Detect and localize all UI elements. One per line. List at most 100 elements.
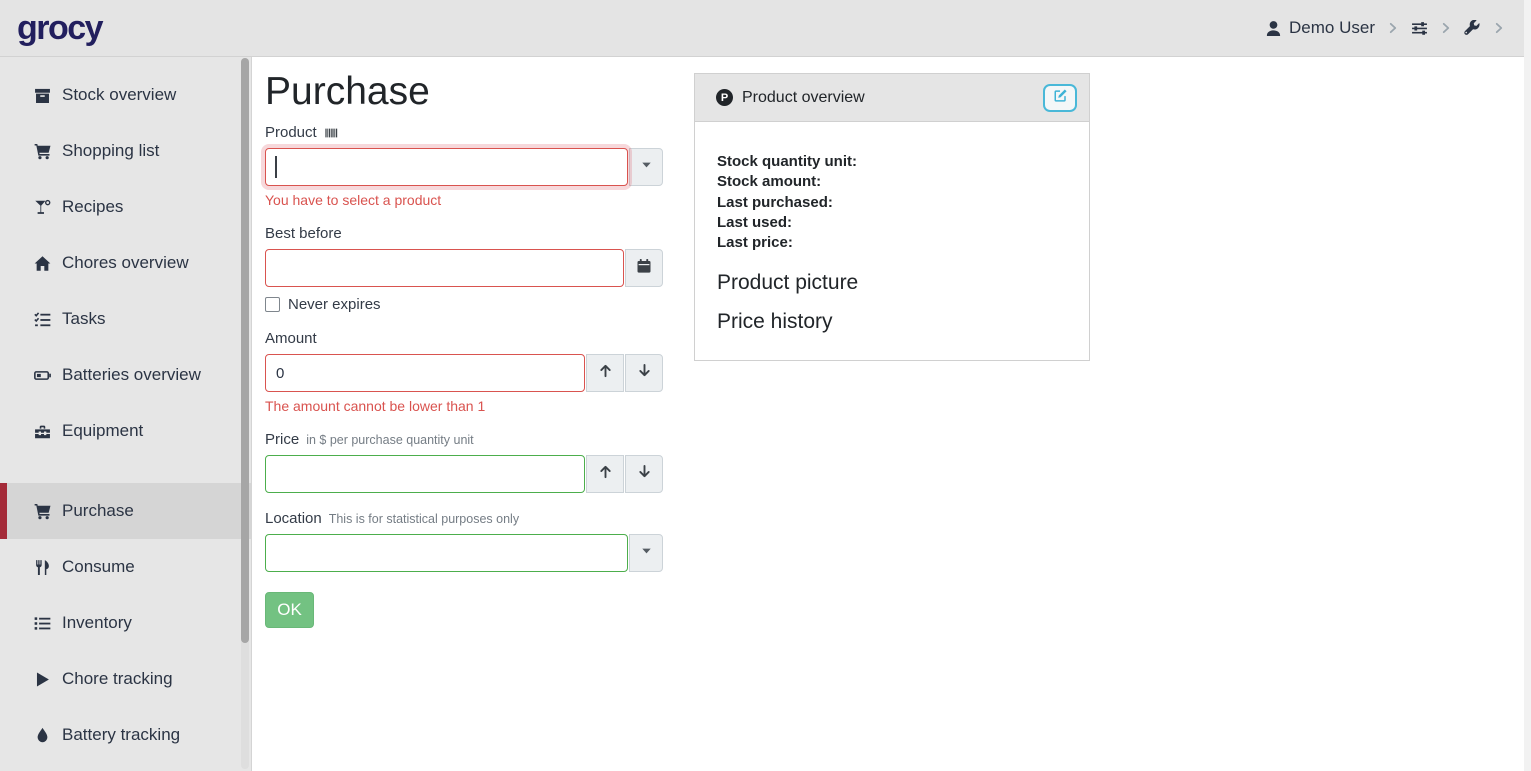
location-group: Location This is for statistical purpose… — [265, 510, 663, 572]
sidebar-item-batteries-overview[interactable]: Batteries overview — [0, 347, 251, 403]
sidebar-item-consume[interactable]: Consume — [0, 539, 251, 595]
amount-label: Amount — [265, 330, 317, 347]
chevron-right-icon — [1493, 21, 1505, 35]
sidebar-item-equipment[interactable]: Equipment — [0, 403, 251, 459]
sidebar-item-label: Consume — [62, 557, 135, 576]
product-label-row: Product — [265, 124, 663, 141]
product-label: Product — [265, 124, 317, 141]
stock-quantity-unit-label: Stock quantity unit: — [717, 153, 857, 170]
list-icon — [33, 615, 52, 632]
grocy-logo[interactable]: grocy — [17, 8, 104, 47]
best-before-group: Best before Never expires — [265, 225, 663, 313]
product-circle-icon: P — [716, 89, 733, 106]
last-used-label: Last used: — [717, 213, 793, 231]
utensils-icon — [33, 559, 52, 576]
product-picture-heading: Product picture — [717, 271, 859, 295]
sidebar-item-inventory[interactable]: Inventory — [0, 595, 251, 651]
user-menu[interactable]: Demo User — [1265, 18, 1375, 38]
best-before-label: Best before — [265, 225, 342, 242]
location-label: Location — [265, 510, 322, 527]
location-dropdown-button[interactable] — [629, 534, 663, 572]
price-decrement-button[interactable] — [625, 455, 663, 493]
sidebar-item-purchase[interactable]: Purchase — [0, 483, 251, 539]
price-hint: in $ per purchase quantity unit — [306, 433, 474, 447]
sidebar-item-label: Recipes — [62, 197, 124, 216]
main-content: Purchase Product You have — [253, 57, 1531, 771]
never-expires-label: Never expires — [288, 296, 381, 313]
never-expires-row: Never expires — [265, 296, 663, 313]
price-label: Price — [265, 431, 300, 448]
sidebar-item-label: Tasks — [62, 309, 106, 328]
arrow-up-icon — [598, 464, 613, 484]
product-overview-panel: P Product overview Stock quantity unit: … — [694, 73, 1090, 361]
cocktail-icon — [33, 199, 52, 216]
sidebar-item-tasks[interactable]: Tasks — [0, 291, 251, 347]
arrow-up-icon — [598, 363, 613, 383]
battery-icon — [33, 367, 52, 384]
text-cursor — [275, 156, 277, 178]
sidebar-item-stock-overview[interactable]: Stock overview — [0, 67, 251, 123]
purchase-form: Purchase Product You have — [265, 57, 663, 628]
user-name-label: Demo User — [1289, 18, 1375, 37]
tasks-icon — [33, 311, 52, 328]
sidebar-item-label: Shopping list — [62, 141, 160, 160]
shopping-cart-icon — [33, 143, 52, 160]
price-increment-button[interactable] — [586, 455, 624, 493]
sidebar-item-shopping-list[interactable]: Shopping list — [0, 123, 251, 179]
never-expires-checkbox[interactable] — [265, 297, 280, 312]
arrow-down-icon — [637, 363, 652, 383]
price-input[interactable] — [265, 455, 585, 493]
page-scrollbar-track — [1524, 0, 1531, 771]
sidebar-item-battery-tracking[interactable]: Battery tracking — [0, 707, 251, 763]
sidebar-item-chores-overview[interactable]: Chores overview — [0, 235, 251, 291]
home-icon — [33, 255, 52, 272]
caret-down-icon — [639, 543, 654, 563]
play-icon — [33, 671, 52, 688]
last-price-label: Last price: — [717, 234, 793, 252]
amount-group: Amount The amount cannot be lower than 1 — [265, 330, 663, 414]
product-error-text: You have to select a product — [265, 192, 442, 208]
shopping-cart-icon — [33, 503, 52, 520]
droplet-icon — [33, 727, 52, 744]
ok-button[interactable]: OK — [265, 592, 314, 628]
date-picker-button[interactable] — [625, 249, 663, 287]
chevron-right-icon — [1440, 21, 1452, 35]
box-icon — [33, 87, 52, 104]
sidebar-item-chore-tracking[interactable]: Chore tracking — [0, 651, 251, 707]
amount-decrement-button[interactable] — [625, 354, 663, 392]
sidebar-item-label: Battery tracking — [62, 725, 181, 744]
amount-input[interactable] — [265, 354, 585, 392]
chevron-right-icon — [1387, 21, 1399, 35]
sidebar-item-label: Chore tracking — [62, 669, 173, 688]
location-hint: This is for statistical purposes only — [328, 512, 520, 526]
sliders-icon — [1411, 20, 1428, 37]
settings-menu[interactable] — [1411, 20, 1428, 37]
location-select[interactable] — [265, 534, 628, 572]
pen-square-icon — [1053, 88, 1068, 108]
price-group: Price in $ per purchase quantity unit — [265, 431, 663, 493]
calendar-icon — [636, 258, 652, 279]
product-overview-body: Stock quantity unit: Stock amount: Last … — [695, 122, 1089, 334]
sidebar-item-label: Batteries overview — [62, 365, 201, 384]
amount-increment-button[interactable] — [586, 354, 624, 392]
sidebar-item-recipes[interactable]: Recipes — [0, 179, 251, 235]
page-title: Purchase — [265, 70, 430, 113]
sidebar-item-label: Equipment — [62, 421, 144, 440]
best-before-input[interactable] — [265, 249, 624, 287]
admin-menu[interactable] — [1464, 19, 1481, 37]
edit-product-button[interactable] — [1043, 83, 1077, 112]
last-purchased-label: Last purchased: — [717, 193, 833, 211]
caret-down-icon — [639, 157, 654, 177]
user-icon — [1265, 20, 1282, 37]
stock-amount-label: Stock amount: — [717, 173, 822, 191]
sidebar-nav: Stock overview Shopping list Recipes Cho… — [0, 57, 252, 771]
arrow-down-icon — [637, 464, 652, 484]
sidebar-item-label: Purchase — [62, 501, 134, 520]
product-group: Product You have to select a product — [265, 124, 663, 208]
product-overview-title: Product overview — [742, 88, 865, 106]
sidebar-scrollbar-thumb[interactable] — [241, 58, 249, 643]
product-dropdown-button[interactable] — [629, 148, 663, 186]
top-header: grocy Demo User — [0, 0, 1531, 57]
product-input[interactable] — [265, 148, 628, 186]
toolbox-icon — [33, 423, 52, 440]
